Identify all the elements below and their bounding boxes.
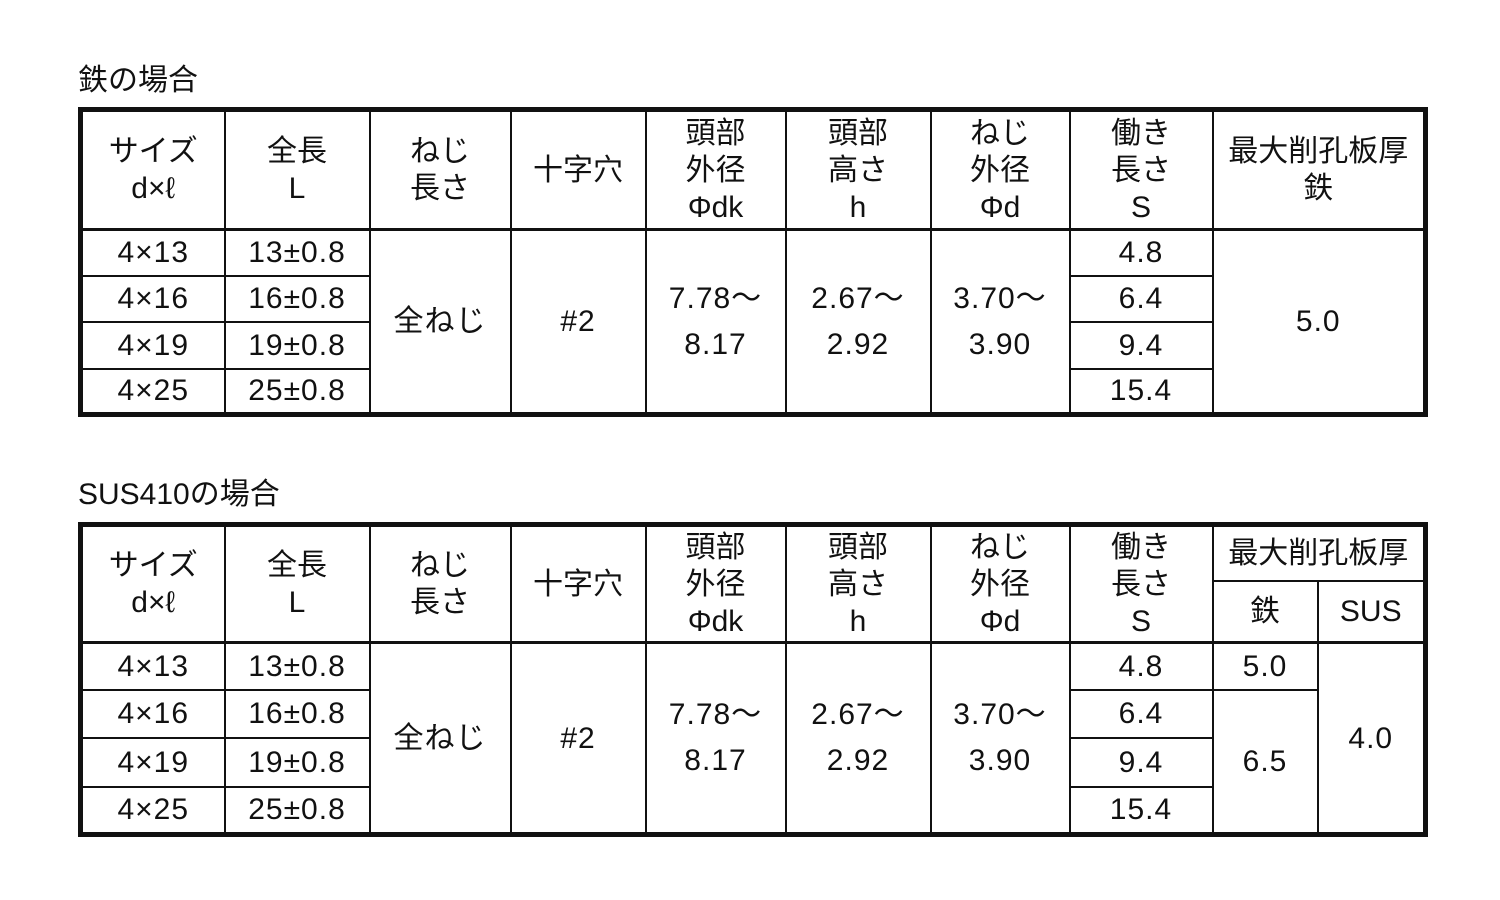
table-cell: 4.8 (1068, 641, 1214, 691)
table-cell: #2 (509, 641, 647, 836)
table-cell: 全ねじ (368, 641, 512, 836)
sus410-table-title: SUS410の場合 (78, 478, 280, 511)
table-cell: 6.5 (1211, 688, 1319, 836)
table-cell: 7.78～ 8.17 (644, 228, 787, 416)
table-cell: 4×25 (79, 785, 226, 836)
table-cell: 13±0.8 (223, 228, 371, 277)
table-cell: 4×19 (79, 320, 226, 370)
header-cell-working-length: 働き 長さ S (1068, 108, 1214, 231)
header-cell-overall-length: 全長 L (223, 108, 371, 231)
header-cell-thread-outer-dia: ねじ 外径 Φd (929, 108, 1071, 231)
header-cell-size: サイズ d×ℓ (79, 523, 226, 644)
table-cell: 9.4 (1068, 736, 1214, 788)
table-row: 4×13 13±0.8 全ねじ #2 7.78～ 8.17 2.67～ 2.92 3.70～… (79, 641, 1427, 836)
table-cell: 3.70～ 3.90 (929, 641, 1071, 836)
table-cell: 9.4 (1068, 320, 1214, 370)
header-cell-cross-recess: 十字穴 (509, 108, 647, 231)
table-cell: 3.70～ 3.90 (929, 228, 1071, 416)
header-cell-max-drill-thickness-iron: 最大削孔板厚 鉄 (1211, 108, 1427, 231)
table-cell: 4×16 (79, 688, 226, 739)
table-row: 4×16 16±0.8 6.4 6.5 (79, 688, 1426, 836)
table-cell: 5.0 (1211, 228, 1427, 416)
table-cell: 15.4 (1068, 785, 1214, 836)
header-cell-cross-recess: 十字穴 (509, 523, 647, 644)
header-cell-head-outer-dia: 頭部 外径 Φdk (644, 523, 787, 644)
iron-table-section: 鉄の場合 サイズ d×ℓ 全長 L ねじ 長さ 十字穴 頭部 外径 Φdk 頭部 高さ h… (78, 64, 1428, 417)
header-cell-size: サイズ d×ℓ (79, 108, 226, 231)
table-row: 4×13 13±0.8 全ねじ #2 7.78～ 8.17 2.67～ 2.92 3.70～… (79, 228, 1427, 416)
table-cell: 2.67～ 2.92 (784, 228, 932, 416)
table-cell: 25±0.8 (223, 367, 371, 416)
iron-table-slot: サイズ d×ℓ 全長 L ねじ 長さ 十字穴 頭部 外径 Φdk 頭部 高さ h ねじ 外径… (78, 107, 1428, 417)
table-cell: 15.4 (1068, 367, 1214, 416)
table-row: 4×25 25±0.8 15.4 (79, 785, 1426, 836)
sus410-spec-table: サイズ d×ℓ 全長 L ねじ 長さ 十字穴 頭部 外径 Φdk 頭部 高さ h ねじ 外径… (78, 522, 1428, 837)
table-row: 4×19 19±0.8 9.4 (79, 736, 1426, 788)
header-cell-working-length: 働き 長さ S (1068, 523, 1214, 644)
table-row: 4×19 19±0.8 9.4 (79, 320, 1426, 370)
table-cell: 4×19 (79, 736, 226, 788)
header-cell-head-height: 頭部 高さ h (784, 108, 932, 231)
table-row: 4×16 16±0.8 6.4 (79, 274, 1426, 323)
table-cell: 6.4 (1068, 274, 1214, 323)
table-cell: 4.8 (1068, 228, 1214, 277)
header-cell-thread-length: ねじ 長さ (368, 108, 512, 231)
sus410-table-section: SUS410の場合 サイズ d×ℓ 全長 L ねじ 長さ 十字穴 頭部 外径 Φdk 頭部… (78, 478, 1428, 837)
table-cell: 4×13 (79, 228, 226, 277)
table-cell: 7.78～ 8.17 (644, 641, 787, 836)
header-cell-max-drill-thickness: 最大削孔板厚 (1211, 523, 1427, 582)
table-cell: 5.0 (1211, 641, 1319, 691)
header-cell-sus: SUS (1316, 579, 1427, 644)
table-cell: 4×13 (79, 641, 226, 691)
header-cell-head-height: 頭部 高さ h (784, 523, 932, 644)
table-row: 4×25 25±0.8 15.4 (79, 367, 1426, 416)
iron-table-title: 鉄の場合 (78, 64, 198, 97)
table-cell: 全ねじ (368, 228, 512, 416)
table-cell: 4.0 (1316, 641, 1427, 836)
table-cell: 13±0.8 (223, 641, 371, 691)
iron-spec-table: サイズ d×ℓ 全長 L ねじ 長さ 十字穴 頭部 外径 Φdk 頭部 高さ h ねじ 外径… (78, 107, 1428, 417)
table-cell: 19±0.8 (223, 736, 371, 788)
table-cell: 25±0.8 (223, 785, 371, 836)
header-cell-thread-length: ねじ 長さ (368, 523, 512, 644)
table-cell: 4×25 (79, 367, 226, 416)
header-cell-iron: 鉄 (1211, 579, 1319, 644)
table-cell: 6.4 (1068, 688, 1214, 739)
table-cell: 4×16 (79, 274, 226, 323)
table-cell: 16±0.8 (223, 688, 371, 739)
table-cell: 16±0.8 (223, 274, 371, 323)
table-cell: 2.67～ 2.92 (784, 641, 932, 836)
header-cell-thread-outer-dia: ねじ 外径 Φd (929, 523, 1071, 644)
sus410-table-slot: サイズ d×ℓ 全長 L ねじ 長さ 十字穴 頭部 外径 Φdk 頭部 高さ h ねじ 外径… (78, 522, 1428, 837)
table-cell: 19±0.8 (223, 320, 371, 370)
header-cell-head-outer-dia: 頭部 外径 Φdk (644, 108, 787, 231)
header-cell-overall-length: 全長 L (223, 523, 371, 644)
table-cell: #2 (509, 228, 647, 416)
